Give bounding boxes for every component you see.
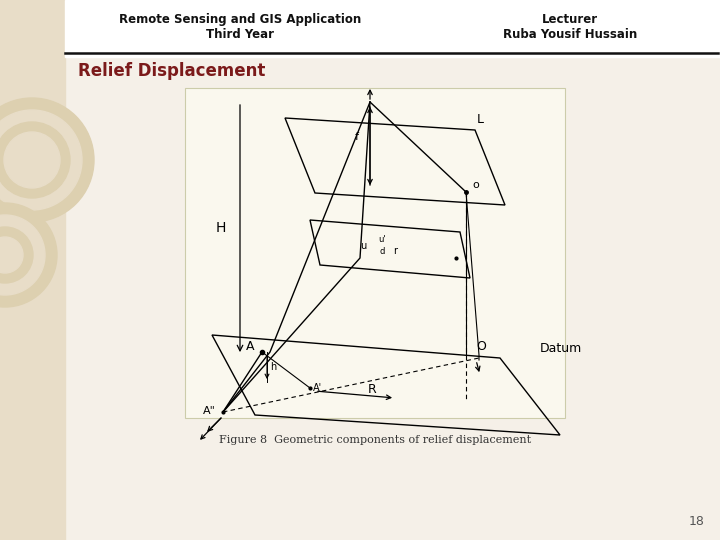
Bar bbox=[185, 88, 565, 418]
Circle shape bbox=[0, 122, 70, 198]
Text: u': u' bbox=[378, 235, 386, 244]
Circle shape bbox=[0, 98, 94, 222]
Text: Remote Sensing and GIS Application
Third Year: Remote Sensing and GIS Application Third… bbox=[119, 13, 361, 41]
Bar bbox=[0, 0, 65, 540]
Circle shape bbox=[4, 132, 60, 188]
Text: A: A bbox=[246, 340, 254, 353]
Text: H: H bbox=[215, 221, 226, 235]
Text: Datum: Datum bbox=[540, 342, 582, 355]
Text: d: d bbox=[380, 247, 385, 256]
Text: O: O bbox=[476, 340, 486, 353]
Text: u: u bbox=[360, 241, 366, 251]
Circle shape bbox=[0, 237, 23, 273]
Text: Figure 8  Geometric components of relief displacement: Figure 8 Geometric components of relief … bbox=[219, 435, 531, 445]
Circle shape bbox=[0, 215, 45, 295]
Text: r: r bbox=[393, 246, 397, 256]
Circle shape bbox=[0, 203, 57, 307]
Circle shape bbox=[0, 227, 33, 283]
Bar bbox=[65, 0, 720, 57]
Text: R: R bbox=[368, 383, 377, 396]
Circle shape bbox=[0, 110, 82, 210]
Text: o: o bbox=[472, 180, 479, 190]
Text: f: f bbox=[355, 132, 359, 142]
Text: A": A" bbox=[203, 406, 216, 416]
Text: Lecturer
Ruba Yousif Hussain: Lecturer Ruba Yousif Hussain bbox=[503, 13, 637, 41]
Text: 18: 18 bbox=[689, 515, 705, 528]
Text: h: h bbox=[270, 362, 276, 372]
Text: Relief Displacement: Relief Displacement bbox=[78, 62, 266, 80]
Text: A': A' bbox=[313, 383, 322, 393]
Text: L: L bbox=[477, 113, 484, 126]
